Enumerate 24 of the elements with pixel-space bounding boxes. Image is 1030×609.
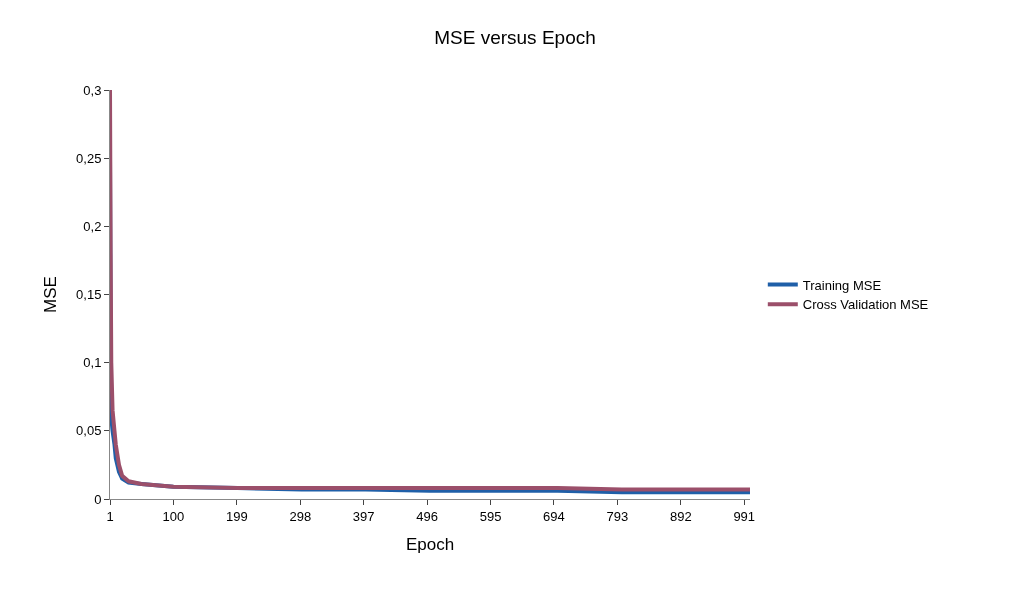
- line-series: [110, 90, 750, 492]
- x-tick-label: 694: [543, 508, 565, 524]
- y-tick-label: 0,25: [76, 150, 102, 166]
- y-tick-label: 0: [94, 491, 102, 507]
- y-tick-label: 0,15: [76, 287, 102, 303]
- x-axis-title: Epoch: [405, 535, 455, 554]
- x-tick-label: 199: [226, 508, 248, 524]
- y-tick-label: 0,1: [83, 355, 102, 371]
- y-tick-label: 0,2: [83, 218, 102, 234]
- x-tick-label: 793: [606, 508, 629, 524]
- legend-label: Training MSE: [802, 277, 882, 293]
- x-tick-label: 991: [733, 508, 756, 524]
- chart-title: MSE versus Epoch: [434, 26, 596, 48]
- x-tick-label: 397: [352, 508, 375, 524]
- y-axis-title: MSE: [40, 276, 60, 313]
- x-tick-label: 100: [162, 508, 185, 524]
- legend-label: Cross Validation MSE: [802, 297, 929, 313]
- x-tick-label: 496: [416, 508, 438, 524]
- x-tick-label: 1: [106, 508, 114, 524]
- x-tick-label: 595: [479, 508, 502, 524]
- x-tick-label: 298: [289, 508, 312, 524]
- y-tick-label: 0,05: [76, 423, 102, 439]
- x-tick-label: 892: [669, 508, 692, 524]
- y-tick-label: 0,3: [83, 82, 102, 98]
